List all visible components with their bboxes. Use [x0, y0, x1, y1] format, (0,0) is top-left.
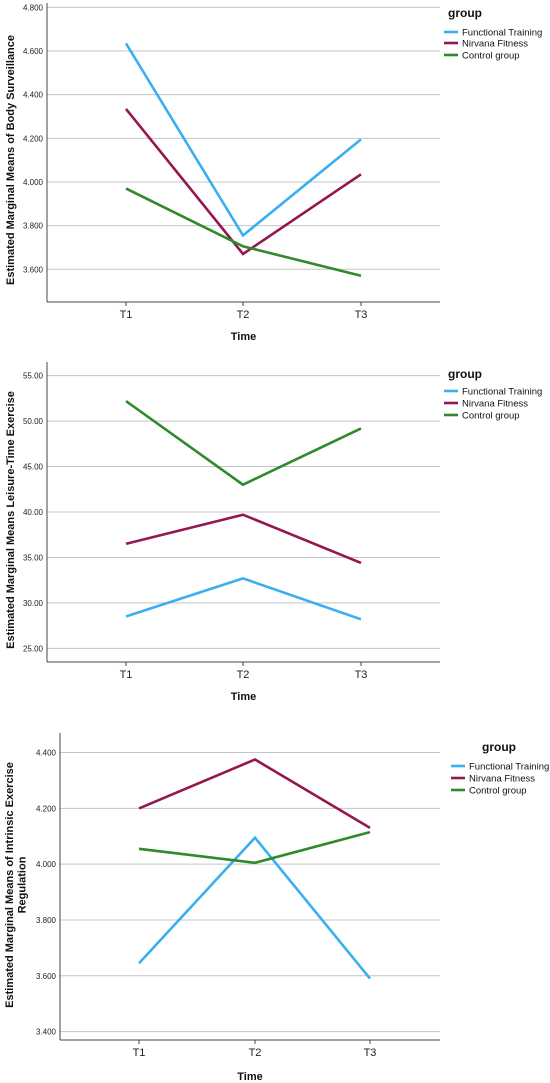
series-line-functional-training: [124, 42, 362, 238]
y-tick-label: 4.200: [23, 134, 44, 143]
x-tick-label: T1: [120, 669, 133, 681]
x-tick-label: T3: [364, 1047, 377, 1059]
series-line-functional-training: [125, 577, 362, 621]
y-tick-label: 4.800: [23, 3, 44, 12]
x-tick-label: T2: [249, 1047, 262, 1059]
y-tick-label: 50.00: [23, 417, 44, 426]
y-tick-label: 4.600: [23, 47, 44, 56]
x-axis-label: Time: [237, 1071, 262, 1083]
chart-2: 25.00 30.00 35.00 40.00 45.00 50.00 55.00 T1 T2 T…: [5, 362, 542, 703]
y-axis-label-line: Regulation: [17, 856, 29, 913]
x-tick-label: T3: [355, 669, 368, 681]
y-tick-label: 4.000: [36, 860, 57, 869]
x-tick-label: T2: [237, 309, 250, 321]
chart-3: 3.400 3.600 3.800 4.000 4.200 4.400 T1 T2 T3 Time…: [4, 733, 549, 1083]
x-tick-label: T1: [120, 309, 133, 321]
y-axis-label-line: Estimated Marginal Means of Intrinsic Ex…: [4, 762, 16, 1008]
x-tick-label: T1: [133, 1047, 146, 1059]
legend-entry: Nirvana Fitness: [462, 399, 528, 410]
legend-title: group: [482, 740, 516, 754]
legend-title: group: [448, 6, 482, 20]
y-tick-label: 4.000: [23, 178, 44, 187]
y-axis-label: Estimated Marginal Means of Intrinsic Ex…: [4, 762, 29, 1008]
y-tick-label: 45.00: [23, 463, 44, 472]
y-tick-label: 40.00: [23, 508, 44, 517]
series-line-control-group: [125, 187, 362, 278]
series-line-control-group: [138, 830, 371, 865]
legend-entry: Control group: [469, 786, 527, 797]
series-line-nirvana-fitness: [125, 513, 362, 565]
legend-entry: Control group: [462, 51, 520, 62]
series-line-nirvana-fitness: [124, 108, 362, 256]
x-tick-label: T3: [355, 309, 368, 321]
series-line-control-group: [125, 400, 362, 487]
y-tick-label: 4.400: [36, 749, 57, 758]
legend-entry: Nirvana Fitness: [462, 39, 528, 50]
series-line-functional-training: [138, 835, 372, 980]
y-tick-label: 3.600: [23, 265, 44, 274]
y-tick-label: 4.200: [36, 804, 57, 813]
x-tick-label: T2: [237, 669, 250, 681]
y-tick-label: 3.400: [36, 1028, 57, 1037]
legend-entry: Nirvana Fitness: [469, 774, 535, 785]
legend-entry: Functional Training: [469, 762, 549, 773]
series-line-nirvana-fitness: [138, 758, 371, 830]
y-tick-label: 25.00: [23, 644, 44, 653]
y-tick-label: 3.800: [23, 222, 44, 231]
y-tick-label: 55.00: [23, 372, 44, 381]
legend-title: group: [448, 367, 482, 381]
legend-entry: Functional Training: [462, 28, 542, 39]
y-tick-label: 30.00: [23, 599, 44, 608]
x-axis-label: Time: [231, 691, 256, 703]
y-tick-label: 3.600: [36, 972, 57, 981]
chart-1: 3.600 3.800 4.000 4.200 4.400 4.600 4.800 T1 T2 T…: [5, 3, 542, 343]
y-tick-label: 35.00: [23, 553, 44, 562]
y-tick-label: 4.400: [23, 91, 44, 100]
y-axis-label: Estimated Marginal Means Leisure-Time Ex…: [5, 391, 17, 649]
y-tick-label: 3.800: [36, 916, 57, 925]
legend-entry: Functional Training: [462, 387, 542, 398]
legend-entry: Control group: [462, 411, 520, 422]
y-axis-label: Estimated Marginal Means of Body Surveil…: [5, 35, 17, 285]
x-axis-label: Time: [231, 331, 256, 343]
